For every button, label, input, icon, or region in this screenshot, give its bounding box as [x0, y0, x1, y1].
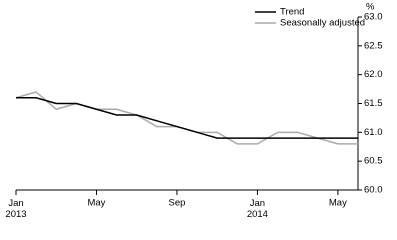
- y-tick-label: 61.5: [364, 98, 383, 109]
- x-tick-label: May: [329, 198, 347, 209]
- y-tick-label: 62.5: [364, 40, 383, 51]
- x-tick-label: Jan 2014: [247, 198, 268, 220]
- chart: % 60.0 60.5 61.0 61.5 62.0 62.5 63.0 Jan 2013 May…: [5, 2, 383, 220]
- y-tick-label: 63.0: [364, 12, 383, 23]
- x-tick-label: Sep: [168, 198, 185, 209]
- x-tick-label: Jan 2013: [5, 198, 26, 220]
- legend-label: Seasonally adjusted: [280, 18, 365, 29]
- y-tick-label: 61.0: [364, 127, 383, 138]
- y-tick-label: 60.5: [364, 156, 383, 167]
- y-axis-label: %: [366, 2, 375, 13]
- legend-label: Trend: [280, 7, 304, 18]
- series-line: [15, 91, 358, 145]
- x-tick-label: May: [87, 198, 105, 209]
- y-tick-label: 60.0: [364, 185, 383, 196]
- y-tick-label: 62.0: [364, 69, 383, 80]
- series-line: [16, 96, 358, 139]
